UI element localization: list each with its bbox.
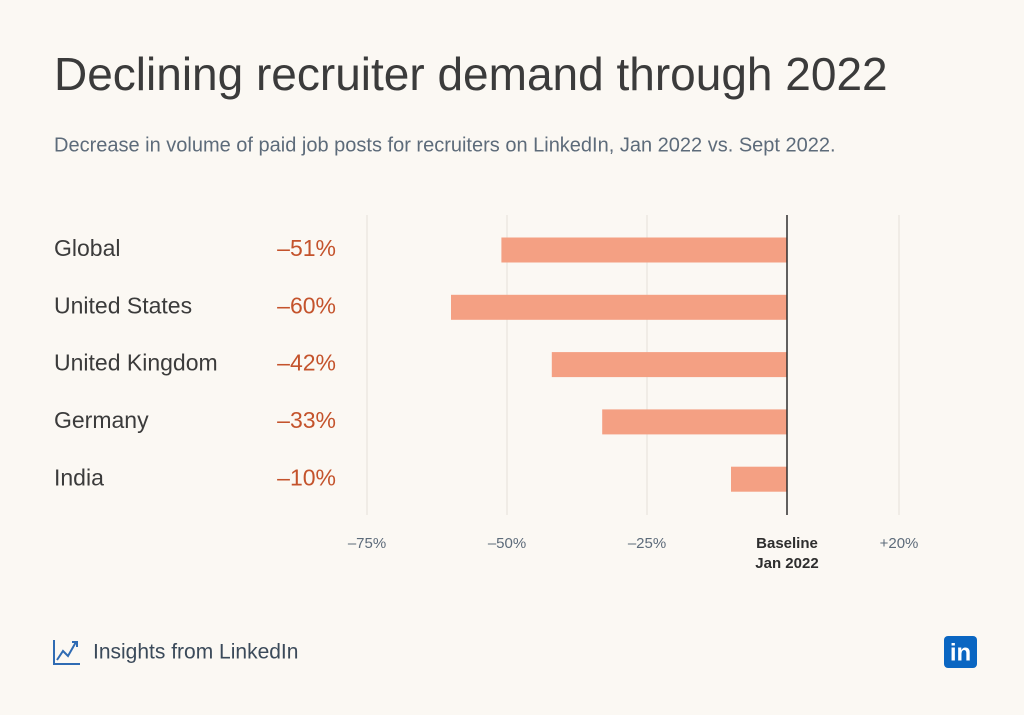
- category-label: Germany: [54, 407, 149, 433]
- linkedin-logo-text: in: [950, 639, 971, 666]
- category-label: United Kingdom: [54, 350, 218, 376]
- x-tick-label: Baseline: [756, 535, 818, 552]
- footer-source: Insights from LinkedIn: [93, 641, 298, 664]
- chart-subtitle: Decrease in volume of paid job posts for…: [54, 134, 836, 156]
- value-label: –10%: [277, 464, 336, 490]
- insights-icon: [53, 640, 80, 665]
- value-label: –60%: [277, 292, 336, 318]
- chart-title: Declining recruiter demand through 2022: [54, 48, 888, 100]
- x-tick-label: –75%: [348, 535, 386, 552]
- linkedin-logo: [944, 636, 977, 668]
- value-label: –33%: [277, 407, 336, 433]
- bar: [602, 409, 787, 435]
- bar: [501, 237, 787, 263]
- x-tick-label: –50%: [488, 535, 526, 552]
- footer: Insights from LinkedIn in: [53, 636, 977, 668]
- category-label: India: [54, 464, 104, 490]
- category-label: United States: [54, 292, 192, 318]
- value-label: –42%: [277, 350, 336, 376]
- x-tick-label: +20%: [880, 535, 919, 552]
- category-label: Global: [54, 235, 120, 261]
- baseline-note: Jan 2022: [755, 555, 818, 572]
- bar: [451, 294, 787, 320]
- x-tick-label: –25%: [628, 535, 666, 552]
- bar: [731, 466, 787, 492]
- bar: [551, 352, 787, 378]
- value-label: –51%: [277, 235, 336, 261]
- plot-area: –75% –50% –25% Baseline Jan 2022 +20% Global –5…: [54, 215, 918, 572]
